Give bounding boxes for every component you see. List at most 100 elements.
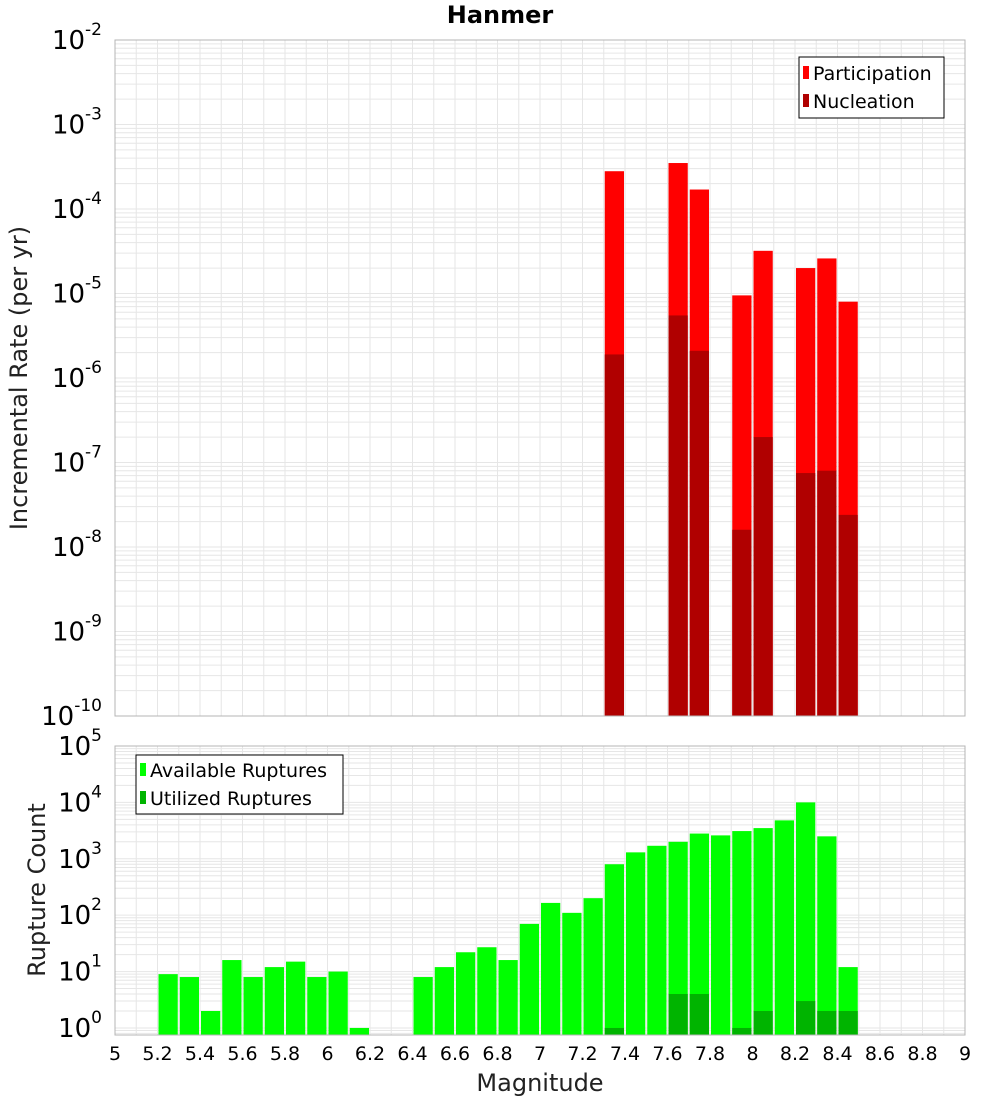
- utilized-ruptures-bar: [838, 1010, 858, 1035]
- utilized-ruptures-bar: [668, 994, 688, 1035]
- count-y-tick-label: 105: [58, 726, 102, 762]
- utilized-ruptures-bar: [689, 994, 709, 1035]
- available-ruptures-bar: [732, 831, 752, 1035]
- magnitude-tick-label: 5.4: [185, 1043, 215, 1065]
- rate-y-tick-labels: 10-10 10-9 10-8 10-7 10-6 10-5 10-4 10-3 10-2: [41, 20, 102, 732]
- rate-panel: 10-10 10-9 10-8 10-7 10-6 10-5 10-4 10-3 10-2 In…: [5, 20, 966, 732]
- count-y-tick-label: 100: [58, 1008, 102, 1044]
- rupture-count-axis-label: Rupture Count: [23, 803, 51, 977]
- magnitude-tick-label: 6.6: [440, 1043, 470, 1065]
- chart-title: Hanmer: [447, 1, 554, 29]
- available-ruptures-bar: [626, 852, 646, 1035]
- rate-y-tick-label: 10-5: [52, 274, 102, 310]
- available-ruptures-bar: [307, 977, 327, 1035]
- nucleation-bar: [753, 437, 773, 716]
- magnitude-tick-label: 8.6: [865, 1043, 895, 1065]
- available-ruptures-bar: [817, 836, 837, 1035]
- available-ruptures-bar: [243, 977, 263, 1035]
- rate-y-tick-label: 10-10: [41, 696, 102, 732]
- magnitude-tick-label: 8.4: [822, 1043, 852, 1065]
- count-y-tick-labels: 100 101 102 103 104 105: [58, 726, 102, 1044]
- magnitude-tick-label: 7: [534, 1043, 546, 1065]
- available-legend-swatch: [140, 763, 146, 776]
- available-ruptures-bar: [158, 974, 178, 1035]
- available-ruptures-bar: [286, 961, 306, 1035]
- rate-gridlines: [114, 39, 966, 717]
- available-ruptures-bar: [222, 960, 242, 1035]
- magnitude-tick-label: 7.4: [610, 1043, 640, 1065]
- nucleation-legend-swatch: [803, 94, 809, 107]
- rate-y-tick-label: 10-7: [52, 443, 102, 479]
- available-ruptures-bar: [711, 835, 731, 1035]
- available-ruptures-bar: [583, 898, 603, 1035]
- utilized-ruptures-bar: [604, 1027, 624, 1035]
- available-ruptures-bar: [434, 967, 454, 1035]
- nucleation-bar: [604, 354, 624, 716]
- available-ruptures-bar: [413, 977, 433, 1035]
- available-ruptures-bar: [201, 1010, 221, 1035]
- count-legend: Available Ruptures Utilized Ruptures: [135, 754, 344, 815]
- participation-legend-swatch: [803, 66, 809, 79]
- available-ruptures-bar: [796, 802, 816, 1035]
- rate-legend: Participation Nucleation: [798, 56, 945, 119]
- available-ruptures-bar: [456, 952, 476, 1035]
- nucleation-bar: [668, 315, 688, 716]
- count-plot-frame: [114, 745, 966, 1036]
- count-y-tick-label: 102: [58, 895, 102, 931]
- magnitude-tick-label: 7.8: [695, 1043, 725, 1065]
- count-legend-box: [135, 754, 344, 815]
- available-ruptures-bar: [562, 912, 582, 1035]
- utilized-legend-swatch: [140, 791, 146, 804]
- utilized-ruptures-bar: [732, 1027, 752, 1035]
- rate-y-tick-label: 10-4: [52, 189, 102, 225]
- magnitude-tick-label: 7.2: [567, 1043, 597, 1065]
- nucleation-bar: [732, 529, 752, 716]
- rate-y-tick-label: 10-8: [52, 527, 102, 563]
- magnitude-tick-label: 5.2: [142, 1043, 172, 1065]
- magnitude-tick-label: 6: [321, 1043, 333, 1065]
- magnitude-tick-label: 9: [959, 1043, 971, 1065]
- utilized-ruptures-bar: [817, 1010, 837, 1035]
- count-y-tick-label: 104: [58, 782, 102, 818]
- rate-y-axis-label: Incremental Rate (per yr): [5, 226, 33, 530]
- rate-y-tick-label: 10-3: [52, 105, 102, 141]
- rate-y-tick-label: 10-2: [52, 20, 102, 56]
- magnitude-tick-label: 6.4: [397, 1043, 427, 1065]
- count-y-tick-label: 103: [58, 839, 102, 875]
- available-ruptures-bar: [477, 947, 497, 1035]
- rate-plot-frame: [114, 39, 966, 717]
- nucleation-bars: [604, 315, 858, 716]
- available-ruptures-bars: [158, 802, 858, 1035]
- available-ruptures-bar: [328, 971, 348, 1035]
- available-ruptures-bar: [264, 967, 284, 1035]
- utilized-ruptures-bar: [753, 1010, 773, 1035]
- count-y-tick-label: 101: [58, 952, 102, 988]
- rate-legend-box: [798, 56, 945, 119]
- available-ruptures-bar: [349, 1027, 369, 1035]
- magnitude-tick-label: 8: [746, 1043, 758, 1065]
- available-ruptures-bar: [541, 902, 561, 1035]
- available-ruptures-bar: [689, 833, 709, 1035]
- nucleation-legend-label: Nucleation: [813, 91, 915, 113]
- magnitude-tick-label: 8.8: [907, 1043, 937, 1065]
- rate-y-tick-label: 10-9: [52, 612, 102, 648]
- available-ruptures-bar: [668, 841, 688, 1035]
- magnitude-tick-label: 8.2: [780, 1043, 810, 1065]
- available-ruptures-bar: [498, 960, 518, 1035]
- nucleation-bar: [838, 514, 858, 716]
- nucleation-bar: [689, 350, 709, 716]
- rate-y-tick-label: 10-6: [52, 358, 102, 394]
- utilized-legend-label: Utilized Ruptures: [150, 788, 312, 810]
- magnitude-tick-label: 5.8: [270, 1043, 300, 1065]
- available-legend-label: Available Ruptures: [150, 760, 327, 782]
- available-ruptures-bar: [753, 828, 773, 1035]
- magnitude-tick-label: 6.8: [482, 1043, 512, 1065]
- nucleation-bar: [817, 470, 837, 716]
- magnitude-tick-labels: 5 5.2 5.4 5.6 5.8 6 6.2 6.4 6.6 6.8 7 7.2 7.4 7.6 7.8 8…: [109, 1043, 971, 1065]
- magnitude-tick-label: 7.6: [652, 1043, 682, 1065]
- available-ruptures-bar: [647, 845, 667, 1035]
- available-ruptures-bar: [179, 977, 199, 1035]
- magnitude-axis-label: Magnitude: [476, 1069, 603, 1097]
- utilized-ruptures-bars: [604, 994, 858, 1035]
